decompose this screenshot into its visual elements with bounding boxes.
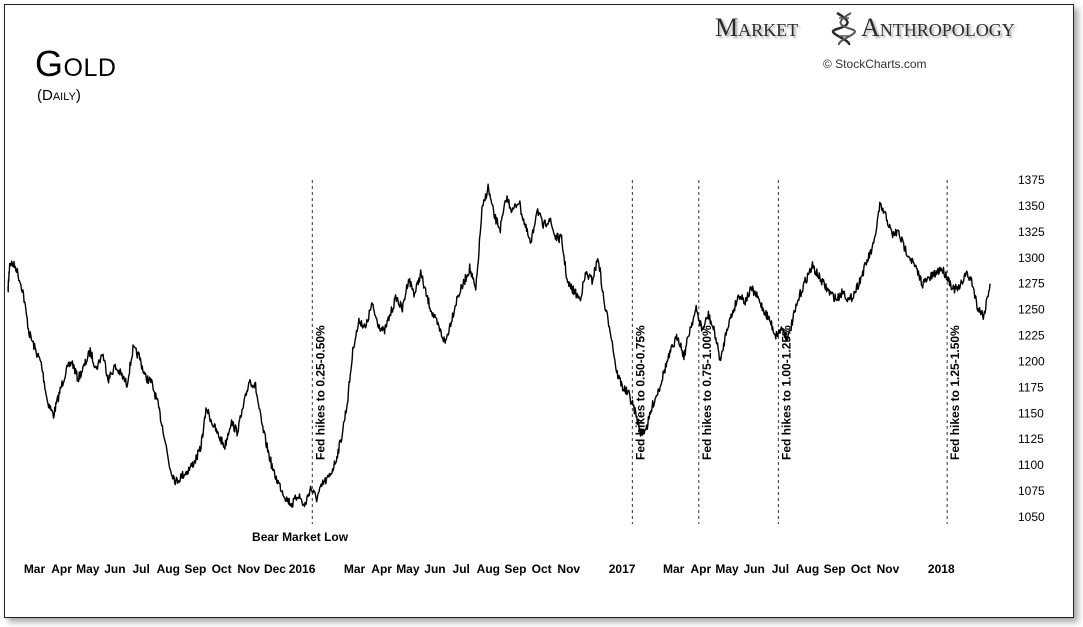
- y-tick-label: 1075: [1018, 484, 1045, 498]
- x-tick-label: Sep: [824, 562, 846, 576]
- price-series: [7, 183, 991, 508]
- x-tick-label: Nov: [557, 562, 580, 576]
- y-tick-label: 1275: [1018, 277, 1045, 291]
- annotation-label: Fed hikes to 0.75-1.00%: [700, 325, 714, 460]
- x-tick-label: 2016: [289, 562, 316, 576]
- source-credit: © StockCharts.com: [823, 57, 927, 71]
- annotation-label: Fed hikes to 0.25-0.50%: [313, 325, 327, 460]
- x-tick-label: Sep: [504, 562, 526, 576]
- chart-subtitle: (Daily): [37, 87, 81, 104]
- x-tick-label: Jun: [424, 562, 445, 576]
- y-tick-label: 1375: [1018, 173, 1045, 187]
- y-tick-label: 1250: [1018, 303, 1045, 317]
- x-tick-label: Oct: [212, 562, 232, 576]
- y-tick-label: 1325: [1018, 225, 1045, 239]
- x-tick-label: Mar: [344, 562, 366, 576]
- x-tick-label: Nov: [237, 562, 260, 576]
- y-tick-label: 1200: [1018, 354, 1045, 368]
- x-tick-label: Jul: [772, 562, 789, 576]
- x-tick-label: 2017: [609, 562, 636, 576]
- x-tick-label: Nov: [877, 562, 900, 576]
- annotations: Fed hikes to 0.25-0.50% Fed hikes to 0.50…: [252, 325, 962, 544]
- y-axis: 1050 1075 1100 1125 1150 1175 1200 1225 1250 1275…: [1018, 173, 1045, 524]
- y-tick-label: 1150: [1018, 406, 1044, 420]
- x-tick-label: May: [76, 562, 100, 576]
- x-axis: Mar Apr May Jun Jul Aug Sep Oct Nov Dec 2016 Mar Apr…: [24, 562, 955, 576]
- x-tick-label: Oct: [851, 562, 871, 576]
- x-tick-label: Apr: [51, 562, 72, 576]
- x-tick-label: Aug: [157, 562, 180, 576]
- dna-helix-icon: [832, 11, 856, 46]
- x-tick-label: Apr: [371, 562, 392, 576]
- y-tick-label: 1225: [1018, 329, 1045, 343]
- y-tick-label: 1175: [1018, 380, 1044, 394]
- bear-market-low-label: Bear Market Low: [252, 530, 349, 544]
- annotation-label: Fed hikes to 0.50-0.75%: [633, 325, 647, 460]
- y-tick-label: 1125: [1018, 432, 1044, 446]
- x-tick-label: May: [396, 562, 420, 576]
- brand-word-anthropology: Anthropology: [861, 13, 1015, 42]
- x-tick-label: Jun: [104, 562, 125, 576]
- x-tick-label: Sep: [184, 562, 206, 576]
- x-tick-label: Apr: [690, 562, 711, 576]
- x-tick-label: May: [715, 562, 739, 576]
- brand-word-market: Market: [715, 13, 799, 42]
- annotation-label: Fed hikes to 1.25-1.50%: [948, 325, 962, 460]
- x-tick-label: Mar: [663, 562, 685, 576]
- y-tick-label: 1050: [1018, 510, 1045, 524]
- x-tick-label: Dec: [264, 562, 286, 576]
- x-tick-label: Jul: [132, 562, 149, 576]
- x-tick-label: Aug: [796, 562, 819, 576]
- y-tick-label: 1300: [1018, 251, 1045, 265]
- annotation-label: Fed hikes to 1.00-1.25%: [779, 325, 793, 460]
- price-line: [7, 183, 991, 508]
- y-tick-label: 1350: [1018, 199, 1045, 213]
- x-tick-label: 2018: [928, 562, 955, 576]
- x-tick-label: Jul: [453, 562, 470, 576]
- y-tick-label: 1100: [1018, 458, 1044, 472]
- chart-title: Gold: [35, 43, 117, 84]
- annotation-lines: [311, 180, 948, 524]
- brand-logo: Market Anthropology: [715, 11, 1065, 51]
- x-tick-label: Aug: [477, 562, 500, 576]
- x-tick-label: Jun: [743, 562, 764, 576]
- x-tick-label: Oct: [532, 562, 552, 576]
- chart-frame: Gold (Daily) Market Anthropology © Stock…: [4, 4, 1074, 618]
- x-tick-label: Mar: [24, 562, 46, 576]
